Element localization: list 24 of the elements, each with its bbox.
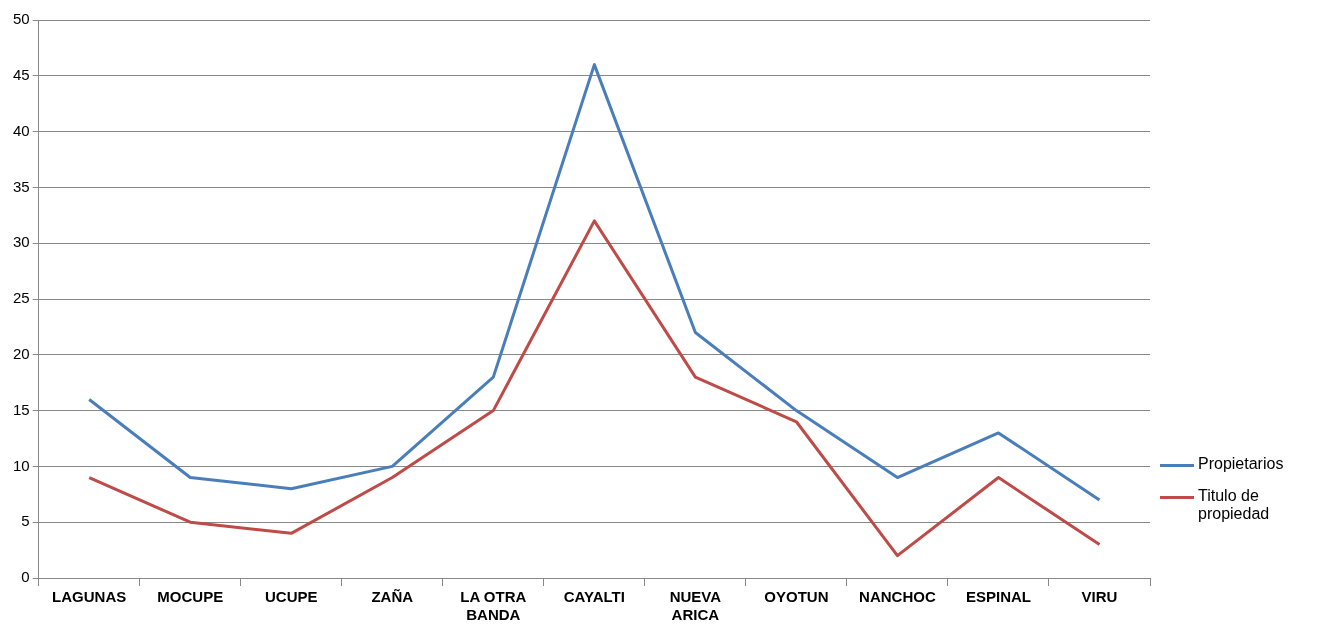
- y-tick-label: 35: [13, 177, 30, 195]
- x-tick-label: OYOTUN: [764, 588, 829, 606]
- y-tick-label: 30: [13, 233, 30, 251]
- y-tick-label: 10: [13, 456, 30, 474]
- x-tick-label: CAYALTI: [563, 588, 625, 606]
- x-tick-label: NANCHOC: [859, 588, 936, 606]
- x-tick-label: VIRU: [1081, 588, 1118, 606]
- y-tick-label: 45: [13, 65, 30, 83]
- y-tick-label: 0: [21, 568, 30, 586]
- x-tick-label: NUEVA ARICA: [669, 588, 722, 624]
- x-tick-label: UCUPE: [265, 588, 318, 606]
- x-tick-label: LA OTRA BANDA: [460, 588, 527, 624]
- y-tick-label: 40: [13, 121, 30, 139]
- x-tick-label: LAGUNAS: [52, 588, 127, 606]
- y-tick-label: 25: [13, 289, 30, 307]
- y-tick-label: 5: [21, 512, 30, 530]
- y-tick-label: 20: [13, 344, 30, 362]
- x-tick-label: MOCUPE: [157, 588, 224, 606]
- y-tick-label: 50: [13, 10, 30, 28]
- legend-label: Titulo de propiedad: [1198, 487, 1271, 523]
- x-tick-label: ESPINAL: [965, 588, 1031, 606]
- y-tick-label: 15: [13, 400, 30, 418]
- legend-label: Propietarios: [1198, 455, 1284, 473]
- x-tick-label: ZAÑA: [371, 588, 414, 606]
